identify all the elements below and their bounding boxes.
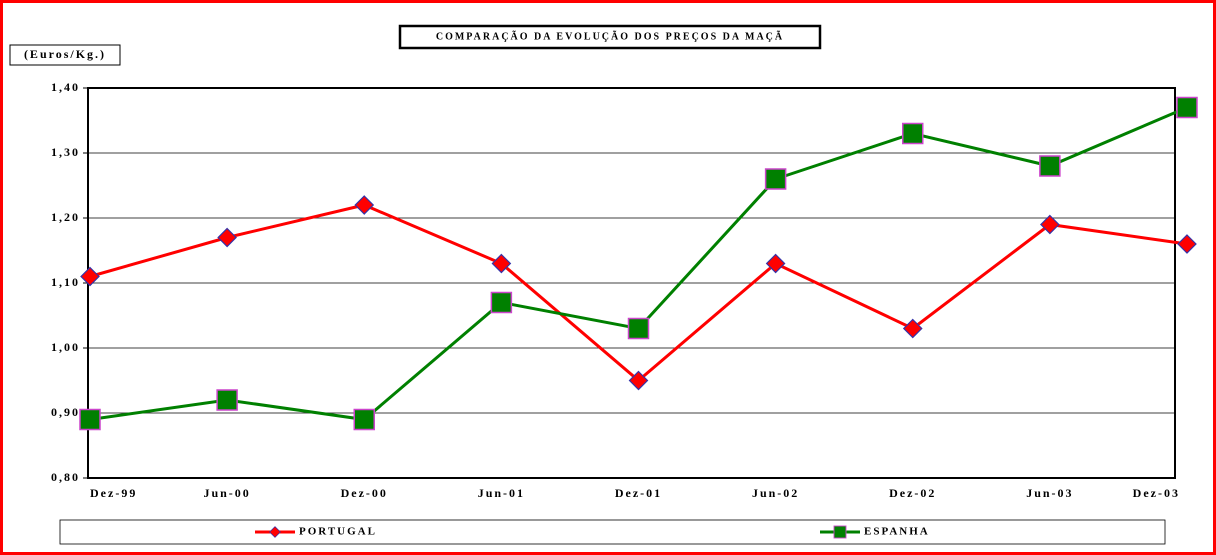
x-tick-label: Dez-02 (889, 486, 936, 500)
data-point (491, 253, 512, 274)
legend-marker (269, 526, 281, 538)
data-point (216, 389, 238, 411)
y-tick-label: 1,40 (51, 80, 80, 94)
y-tick-label: 0,80 (51, 470, 80, 484)
chart-title: COMPARAÇÃO DA EVOLUÇÃO DOS PREÇOS DA MAÇ… (436, 30, 784, 42)
data-point (764, 168, 787, 190)
data-point (79, 408, 101, 431)
data-point (1176, 96, 1198, 119)
x-tick-label: Dez-00 (341, 486, 388, 500)
data-point (490, 291, 513, 314)
legend-marker (833, 525, 847, 539)
x-tick-label: Jun-00 (203, 486, 250, 500)
y-tick-label: 1,30 (51, 145, 80, 159)
x-tick-label: Dez-01 (615, 486, 662, 500)
legend-label: PORTUGAL (299, 526, 377, 538)
data-point (1040, 214, 1060, 235)
x-tick-label: Jun-03 (1026, 486, 1073, 500)
data-point (80, 266, 100, 287)
title-box (398, 24, 822, 50)
y-label-box (9, 44, 121, 66)
data-point (353, 408, 375, 431)
x-tick-label: Dez-99 (90, 486, 137, 500)
data-point (902, 318, 923, 339)
legend-label: ESPANHA (864, 526, 930, 538)
data-point (902, 122, 924, 145)
x-tick-label: Jun-02 (752, 486, 799, 500)
data-point (1177, 234, 1197, 254)
y-axis-label: (Euros/Kg.) (24, 47, 106, 61)
x-tick-label: Jun-01 (478, 486, 525, 500)
data-point (765, 253, 786, 274)
data-point (628, 370, 649, 391)
data-point (217, 227, 237, 248)
data-point (354, 195, 375, 215)
y-tick-label: 1,00 (51, 340, 80, 354)
y-tick-label: 1,10 (51, 275, 80, 289)
legend-box (59, 519, 1166, 545)
data-point (627, 317, 650, 340)
y-tick-label: 0,90 (51, 405, 80, 419)
x-tick-label: Dez-03 (1133, 486, 1180, 500)
data-point (1039, 155, 1061, 177)
y-tick-label: 1,20 (51, 210, 80, 224)
